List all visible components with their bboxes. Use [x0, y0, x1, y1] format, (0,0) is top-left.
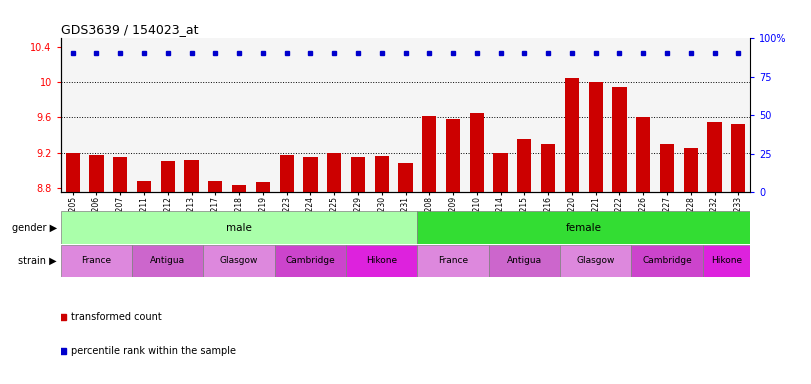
- Bar: [517, 139, 531, 192]
- Text: male: male: [226, 222, 252, 233]
- Bar: [702, 245, 750, 277]
- Bar: [375, 156, 388, 192]
- Text: Cambridge: Cambridge: [285, 257, 335, 265]
- Text: Glasgow: Glasgow: [220, 257, 258, 265]
- Text: percentile rank within the sample: percentile rank within the sample: [71, 346, 236, 356]
- Bar: [398, 163, 413, 192]
- Bar: [184, 159, 199, 192]
- Bar: [631, 245, 702, 277]
- Bar: [541, 144, 556, 192]
- Text: Glasgow: Glasgow: [577, 257, 615, 265]
- Bar: [351, 157, 365, 192]
- Bar: [204, 245, 275, 277]
- Bar: [489, 245, 560, 277]
- Text: France: France: [81, 257, 112, 265]
- Bar: [446, 119, 460, 192]
- Bar: [161, 161, 175, 192]
- Text: Antigua: Antigua: [507, 257, 542, 265]
- Bar: [423, 116, 436, 192]
- Text: female: female: [566, 222, 602, 233]
- Bar: [636, 118, 650, 192]
- Bar: [132, 245, 204, 277]
- Bar: [232, 185, 247, 192]
- Bar: [564, 78, 579, 192]
- Text: gender ▶: gender ▶: [11, 222, 57, 233]
- Bar: [89, 155, 104, 192]
- Bar: [560, 245, 631, 277]
- Text: Hikone: Hikone: [367, 257, 397, 265]
- Text: Cambridge: Cambridge: [642, 257, 692, 265]
- Bar: [418, 211, 750, 244]
- Bar: [660, 144, 674, 192]
- Text: France: France: [438, 257, 468, 265]
- Bar: [137, 182, 151, 192]
- Text: transformed count: transformed count: [71, 312, 162, 322]
- Bar: [707, 122, 722, 192]
- Bar: [61, 245, 132, 277]
- Bar: [470, 113, 484, 192]
- Bar: [589, 82, 603, 192]
- Bar: [208, 182, 222, 192]
- Bar: [732, 124, 745, 192]
- Text: Hikone: Hikone: [711, 257, 742, 265]
- Bar: [684, 148, 698, 192]
- Bar: [255, 182, 270, 192]
- Bar: [61, 211, 418, 244]
- Bar: [275, 245, 346, 277]
- Bar: [280, 155, 294, 192]
- Bar: [66, 152, 79, 192]
- Bar: [493, 152, 508, 192]
- Bar: [113, 157, 127, 192]
- Bar: [418, 245, 489, 277]
- Bar: [327, 152, 341, 192]
- Text: Antigua: Antigua: [150, 257, 186, 265]
- Bar: [612, 87, 627, 192]
- Text: strain ▶: strain ▶: [18, 256, 57, 266]
- Bar: [303, 157, 318, 192]
- Bar: [346, 245, 418, 277]
- Text: GDS3639 / 154023_at: GDS3639 / 154023_at: [61, 23, 199, 36]
